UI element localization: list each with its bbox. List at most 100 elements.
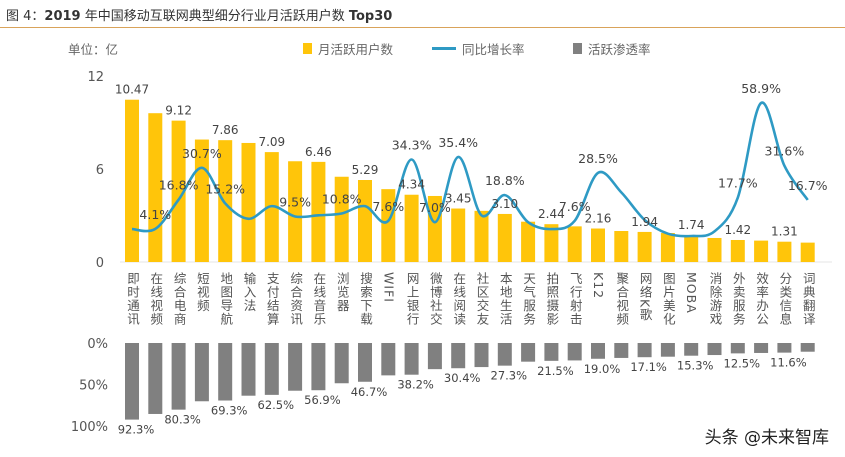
bar-mau [474,210,489,262]
bar-penetration [451,343,466,369]
bar-mau [754,240,769,262]
data-label-mau: 7.09 [258,135,285,149]
data-label-growth: 15.2% [205,181,245,196]
bar-penetration [148,343,163,414]
data-label-growth: 16.8% [159,178,199,193]
data-label-growth: 16.7% [788,178,828,193]
bar-penetration [241,343,256,396]
data-label-penetration: 17.1% [630,360,667,374]
category-label: 微博社交 [427,272,443,326]
data-label-growth: 30.7% [182,146,222,161]
bar-penetration [567,343,582,361]
bar-mau [660,233,675,262]
data-label-growth: 28.5% [578,151,618,166]
bar-mau [381,189,396,262]
watermark: 头条 @未来智库 [704,428,829,448]
bar-penetration [521,343,536,362]
category-label: 消除游戏 [707,272,723,326]
bar-mau [288,161,303,262]
bar-mau [125,99,139,262]
bar-penetration [544,343,559,361]
data-label-penetration: 38.2% [397,378,434,392]
bar-mau [241,142,256,262]
y-tick-label: 12 [87,70,104,85]
title-suffix: Top30 [348,9,393,24]
title-text: 年中国移动互联网典型细分行业月活跃用户数 [80,9,349,24]
data-label-mau: 6.46 [305,145,332,159]
bar-mau [171,120,186,262]
data-label-mau: 1.74 [678,218,705,232]
data-label-mau: 2.16 [585,212,612,226]
category-label: 搜索下载 [358,272,373,326]
data-label-penetration: 15.3% [677,359,714,373]
data-label-penetration: 19.0% [584,362,621,376]
bar-mau [311,161,326,262]
category-label: 网上银行 [404,272,420,326]
bar-penetration [218,343,233,401]
category-label: 聚合视频 [614,272,630,326]
category-label: K12 [591,272,606,300]
category-label: 效率办公 [754,272,770,326]
category-label: 短视频 [194,272,210,313]
bar-mau [800,242,815,262]
title-rule [0,27,845,28]
data-label-penetration: 69.3% [211,404,248,418]
figure-title: 图 4：2019 年中国移动互联网典型细分行业月活跃用户数 Top30 [6,5,392,24]
data-label-growth: 35.4% [438,135,478,150]
data-label-growth: 58.9% [741,81,781,96]
data-label-growth: 31.6% [765,144,805,159]
data-label-mau: 1.94 [631,215,658,229]
data-label-penetration: 12.5% [724,356,761,370]
bar-penetration [777,343,792,353]
title-year: 2019 [44,9,81,24]
bar-penetration [334,343,349,384]
legend-item-growth: 同比增长率 [432,39,525,58]
data-label-mau: 5.29 [352,163,379,177]
bar-mau [358,180,372,262]
legend-swatch-mau [303,43,312,54]
bar-mau [451,208,466,262]
data-label-growth: 10.8% [322,191,362,206]
category-label: MOBA [684,272,700,314]
y-tick-label: 0 [96,256,104,271]
bar-penetration [358,343,372,382]
y-tick-label-penetration: 50% [79,379,108,394]
data-label-penetration: 80.3% [164,413,201,427]
bar-penetration [591,343,605,359]
data-label-penetration: 27.3% [491,369,528,383]
bar-mau [521,221,536,262]
data-label-mau: 1.31 [771,225,798,239]
y-tick-label-penetration: 100% [71,420,108,435]
category-label: 浏览器 [334,272,350,313]
legend-label-growth: 同比增长率 [462,42,525,57]
bar-mau [591,228,605,262]
y-tick-label-penetration: 0% [87,337,108,352]
data-label-growth: 7.6% [372,199,404,214]
data-label-mau: 3.45 [445,192,472,206]
data-label-growth: 34.3% [392,138,432,153]
category-label: 本地生活 [497,272,513,326]
category-label: 支付结算 [264,272,280,326]
bar-penetration [637,343,652,358]
category-label: 天气服务 [521,272,537,326]
figure-number: 图 4： [6,9,45,24]
data-label-mau: 1.42 [724,223,751,237]
bar-penetration [404,343,419,375]
category-label: 综合资讯 [288,272,304,326]
legend-swatch-penetration [573,43,582,54]
bar-penetration [194,343,209,402]
data-label-penetration: 56.9% [304,393,341,407]
bar-mau [637,231,652,262]
bar-penetration [660,343,675,357]
data-label-growth: 7.6% [559,199,591,214]
bar-mau [777,241,792,262]
category-label: 词典翻译 [800,272,816,326]
data-label-mau: 10.47 [115,83,149,97]
bar-penetration [381,343,396,376]
legend-swatch-growth [432,47,456,50]
data-label-mau: 7.86 [212,123,239,137]
category-label: 飞行射击 [567,272,583,326]
category-label: 在线阅读 [451,272,467,326]
data-label-penetration: 92.3% [118,423,155,437]
bar-mau [730,239,745,262]
